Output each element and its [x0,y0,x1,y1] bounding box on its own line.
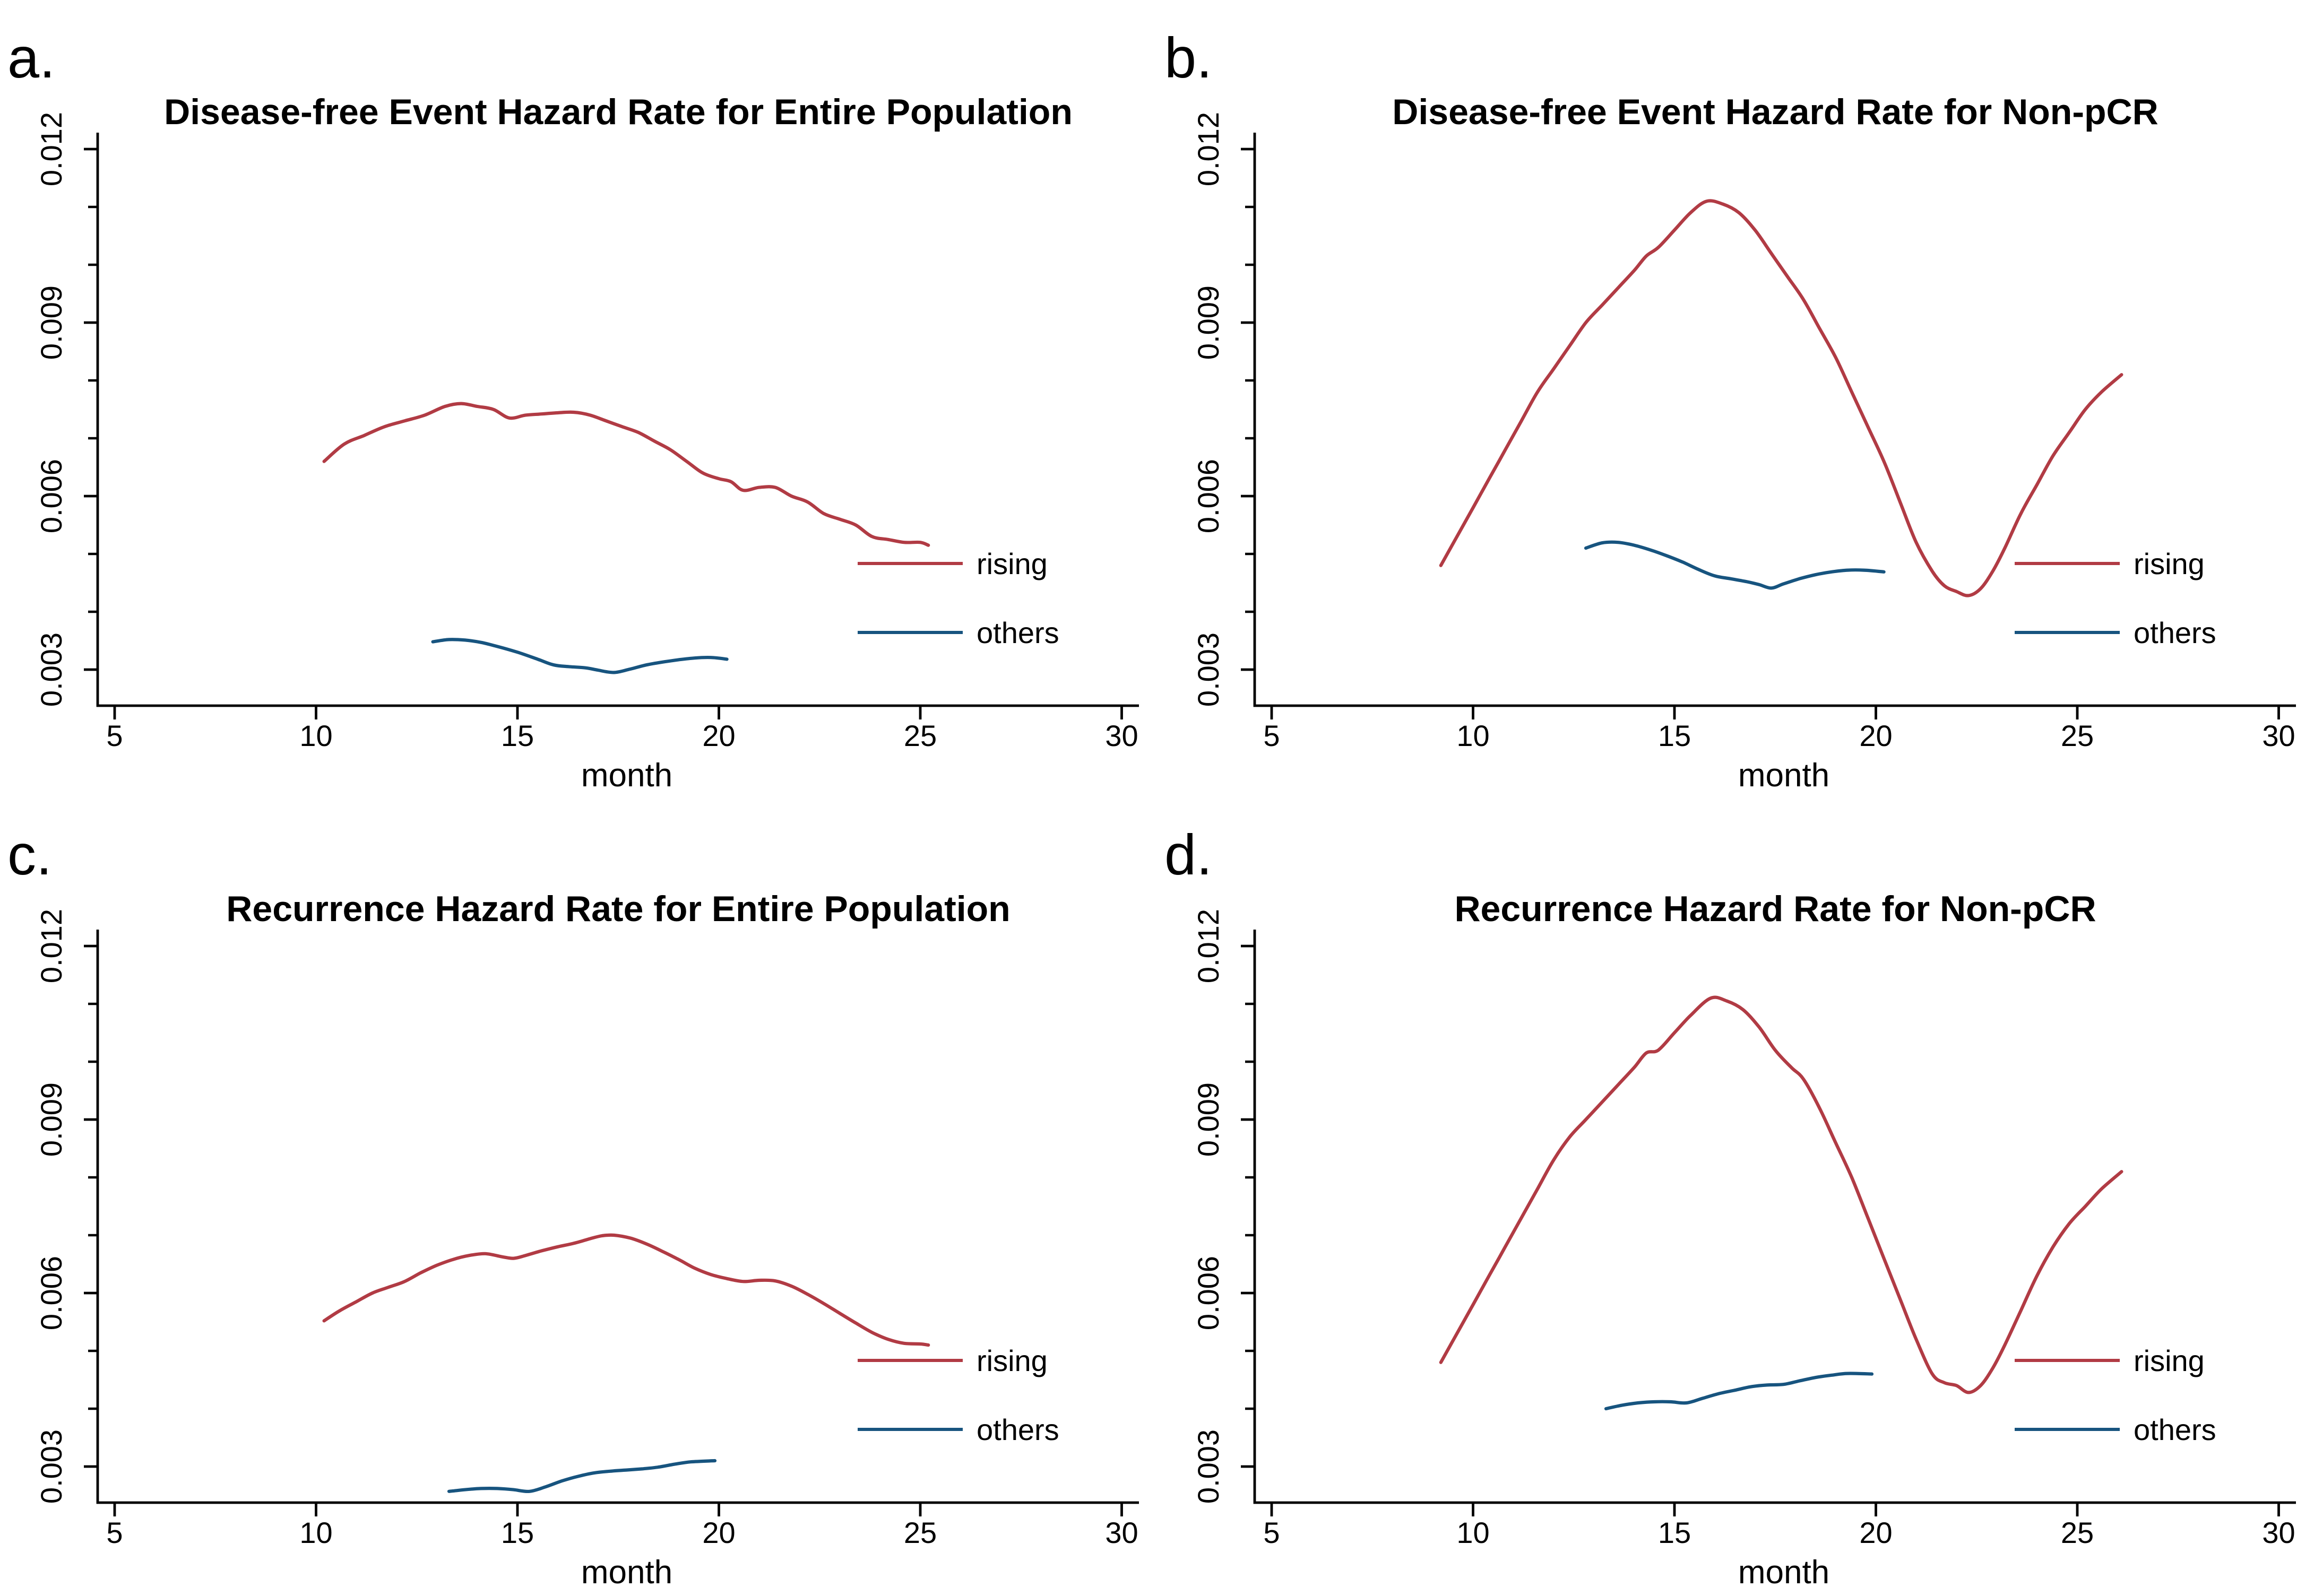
x-tick-label: 5 [1263,1516,1280,1549]
y-tick-label: 0.012 [34,112,68,186]
x-tick-label: 10 [1456,1516,1489,1549]
x-tick-label: 30 [2262,719,2295,752]
curve-rising [1439,199,2123,597]
chart-title: Disease-free Event Hazard Rate for Entir… [164,92,1073,132]
legend-label-rising: rising [2134,1344,2205,1377]
x-tick-label: 20 [1859,1516,1892,1549]
chart-title: Recurrence Hazard Rate for Non-pCR [1454,889,2096,929]
y-tick-label: 0.012 [34,909,68,983]
panel-d-chart: d. Recurrence Hazard Rate for Non-pCR 0.00… [1164,822,2296,1591]
panel-c-chart: c. Recurrence Hazard Rate for Entire Popu… [7,822,1139,1591]
panel-b-chart: b. Disease-free Event Hazard Rate for Non… [1164,25,2296,794]
curve-rising [322,1233,930,1347]
x-axis-title: month [581,1554,672,1591]
y-tick-label: 0.006 [34,459,68,533]
curve-rising [1439,995,2123,1394]
panel-letter: c. [7,822,52,887]
chart-title: Disease-free Event Hazard Rate for Non-p… [1392,92,2158,132]
panel-d: d. Recurrence Hazard Rate for Non-pCR 0.00… [1157,802,2314,1596]
legend-label-rising: rising [977,547,1048,580]
x-axis-title: month [1738,1554,1829,1591]
panel-letter: d. [1164,822,1212,887]
x-axis-title: month [1738,757,1829,794]
x-tick-label: 15 [501,1516,534,1549]
legend-label-others: others [2134,616,2216,649]
legend-label-others: others [977,616,1059,649]
y-tick-label: 0.006 [34,1256,68,1330]
y-tick-label: 0.012 [1191,909,1225,983]
y-tick-label: 0.003 [34,1429,68,1504]
x-tick-label: 20 [702,1516,735,1549]
panel-a-chart: a. Disease-free Event Hazard Rate for Ent… [7,25,1139,794]
y-tick-label: 0.009 [1191,285,1225,360]
legend-label-rising: rising [2134,547,2205,580]
x-tick-label: 25 [2061,1516,2094,1549]
y-tick-label: 0.006 [1191,1256,1225,1330]
y-tick-label: 0.009 [1191,1082,1225,1157]
x-tick-label: 10 [1456,719,1489,752]
x-tick-label: 10 [299,1516,332,1549]
x-tick-label: 20 [1859,719,1892,752]
y-tick-label: 0.003 [1191,1429,1225,1504]
x-tick-label: 15 [501,719,534,752]
x-tick-label: 20 [702,719,735,752]
x-tick-label: 30 [1105,1516,1138,1549]
y-tick-label: 0.009 [34,285,68,360]
curve-rising [322,402,930,547]
x-tick-label: 15 [1658,1516,1691,1549]
x-tick-label: 10 [299,719,332,752]
y-tick-label: 0.006 [1191,459,1225,533]
curve-others [447,1459,717,1494]
y-tick-label: 0.009 [34,1082,68,1157]
y-tick-label: 0.003 [1191,632,1225,707]
curve-others [1604,1372,1874,1411]
y-tick-label: 0.003 [34,632,68,707]
curve-others [431,638,729,674]
curve-others [1584,540,1886,590]
legend-label-others: others [2134,1413,2216,1446]
panel-letter: b. [1164,25,1212,90]
x-tick-label: 15 [1658,719,1691,752]
panel-b: b. Disease-free Event Hazard Rate for Non… [1157,5,2314,799]
x-tick-label: 25 [904,1516,937,1549]
legend-label-others: others [977,1413,1059,1446]
panel-letter: a. [7,25,55,90]
x-tick-label: 30 [1105,719,1138,752]
legend-label-rising: rising [977,1344,1048,1377]
x-tick-label: 25 [2061,719,2094,752]
chart-title: Recurrence Hazard Rate for Entire Popula… [226,889,1010,929]
x-tick-label: 5 [106,719,123,752]
x-tick-label: 5 [106,1516,123,1549]
panel-c: c. Recurrence Hazard Rate for Entire Popu… [0,802,1157,1596]
x-tick-label: 30 [2262,1516,2295,1549]
x-tick-label: 5 [1263,719,1280,752]
x-tick-label: 25 [904,719,937,752]
x-axis-title: month [581,757,672,794]
panel-a: a. Disease-free Event Hazard Rate for Ent… [0,5,1157,799]
y-tick-label: 0.012 [1191,112,1225,186]
